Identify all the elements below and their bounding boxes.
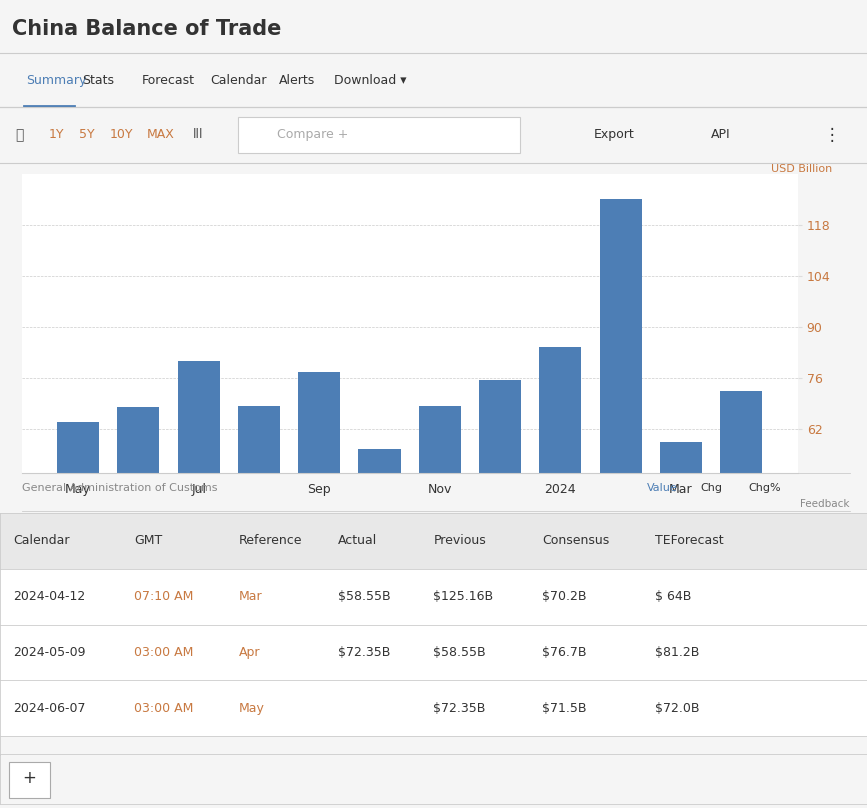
Text: Reference: Reference: [238, 534, 302, 548]
Bar: [178, 361, 219, 655]
Text: Stats: Stats: [82, 74, 114, 87]
Text: lll: lll: [192, 128, 203, 141]
Text: General Administration of Customs: General Administration of Customs: [22, 483, 217, 494]
Text: 07:10 AM: 07:10 AM: [134, 590, 193, 603]
Text: $72.35B: $72.35B: [434, 701, 486, 714]
Bar: [0, 569, 867, 625]
Text: API: API: [711, 128, 731, 141]
Text: 2024-06-07: 2024-06-07: [13, 701, 86, 714]
Text: GMT: GMT: [134, 534, 163, 548]
Text: $76.7B: $76.7B: [542, 646, 586, 659]
FancyBboxPatch shape: [238, 117, 520, 153]
Bar: [660, 441, 702, 655]
Text: $ 64B: $ 64B: [655, 590, 691, 603]
Bar: [0, 625, 867, 680]
Bar: [298, 372, 341, 655]
Text: USD Billion: USD Billion: [771, 164, 832, 175]
Text: Apr: Apr: [238, 646, 260, 659]
Bar: [539, 347, 582, 655]
Text: 10Y: 10Y: [109, 128, 134, 141]
Text: Actual: Actual: [338, 534, 377, 548]
Text: May: May: [238, 701, 264, 714]
Text: Alerts: Alerts: [279, 74, 316, 87]
Bar: [600, 199, 642, 655]
Text: 5Y: 5Y: [79, 128, 95, 141]
Text: $70.2B: $70.2B: [542, 590, 586, 603]
Bar: [117, 407, 160, 655]
Text: Summary: Summary: [26, 74, 87, 87]
Text: $58.55B: $58.55B: [434, 646, 486, 659]
Text: 1Y: 1Y: [49, 128, 64, 141]
Bar: [238, 406, 280, 655]
Text: 03:00 AM: 03:00 AM: [134, 701, 193, 714]
Text: +: +: [23, 769, 36, 787]
Text: Calendar: Calendar: [210, 74, 266, 87]
Text: Forecast: Forecast: [141, 74, 194, 87]
Text: 03:00 AM: 03:00 AM: [134, 646, 193, 659]
Text: Mar: Mar: [238, 590, 262, 603]
Text: $72.0B: $72.0B: [655, 701, 699, 714]
Bar: [479, 381, 521, 655]
Text: MAX: MAX: [147, 128, 174, 141]
Bar: [358, 449, 401, 655]
Bar: [720, 391, 762, 655]
Text: Chg%: Chg%: [748, 483, 781, 494]
Text: $58.55B: $58.55B: [338, 590, 391, 603]
Text: Download ▾: Download ▾: [334, 74, 407, 87]
Text: $71.5B: $71.5B: [542, 701, 586, 714]
Text: 2024-04-12: 2024-04-12: [13, 590, 85, 603]
FancyBboxPatch shape: [9, 762, 50, 798]
Text: Consensus: Consensus: [542, 534, 610, 548]
Text: Feedback: Feedback: [800, 499, 850, 509]
Text: TEForecast: TEForecast: [655, 534, 723, 548]
Bar: [419, 406, 461, 655]
Text: 2024-05-09: 2024-05-09: [13, 646, 86, 659]
Text: Chg: Chg: [701, 483, 722, 494]
Text: $81.2B: $81.2B: [655, 646, 699, 659]
Text: 📅: 📅: [15, 128, 23, 142]
Text: Previous: Previous: [434, 534, 486, 548]
Bar: [57, 422, 99, 655]
Text: China Balance of Trade: China Balance of Trade: [12, 19, 282, 39]
Text: Compare +: Compare +: [277, 128, 349, 141]
Bar: [0, 680, 867, 736]
Text: $125.16B: $125.16B: [434, 590, 493, 603]
Text: Value: Value: [647, 483, 677, 494]
Text: ⋮: ⋮: [824, 126, 840, 144]
Text: Export: Export: [594, 128, 635, 141]
Text: Calendar: Calendar: [13, 534, 69, 548]
Bar: [0, 513, 867, 569]
Text: $72.35B: $72.35B: [338, 646, 390, 659]
